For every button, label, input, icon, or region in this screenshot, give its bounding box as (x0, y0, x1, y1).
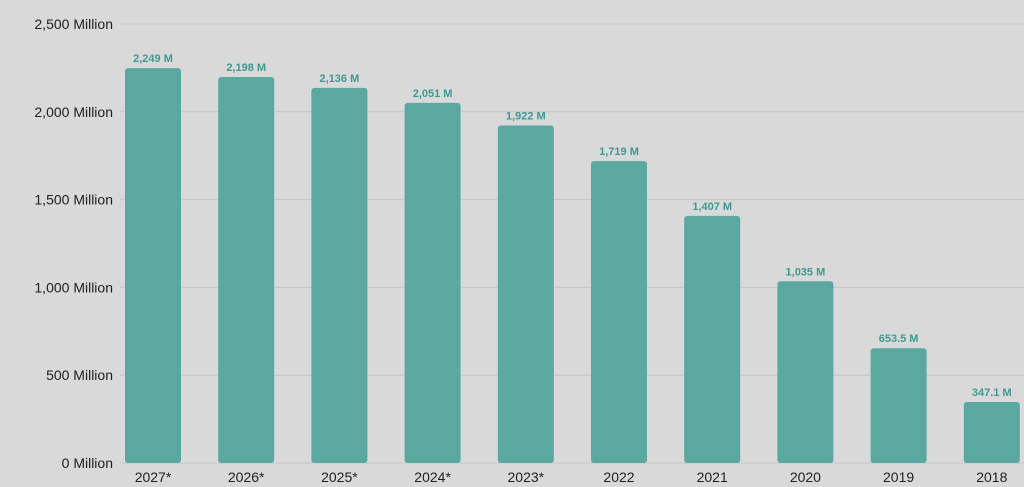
x-tick-label: 2022 (603, 469, 634, 485)
x-tick-label: 2023* (508, 469, 545, 485)
bar (125, 68, 181, 464)
x-tick-label: 2018 (976, 469, 1007, 485)
bar-value-label: 1,719 M (599, 146, 639, 158)
bar-value-label: 2,051 M (413, 88, 453, 100)
x-tick-label: 2024* (414, 469, 451, 485)
x-tick-label: 2019 (883, 469, 914, 485)
bar (404, 102, 461, 464)
value-labels: 2,249 M 2,198 M 2,136 M 2,051 M 1,922 M 1,719… (133, 53, 1012, 399)
x-tick-label: 2026* (228, 469, 265, 485)
x-tick-label: 2020 (790, 469, 821, 485)
bar (497, 125, 554, 464)
y-tick-label: 1,500 Million (34, 192, 113, 208)
bar-value-label: 2,198 M (226, 62, 266, 74)
bar (218, 77, 275, 464)
bar (777, 281, 834, 463)
x-tick-label: 2025* (321, 469, 358, 485)
x-tick-label: 2021 (697, 469, 728, 485)
bar-value-label: 653.5 M (879, 333, 919, 345)
y-tick-label: 500 Million (46, 367, 113, 383)
x-axis: 2027* 2026* 2025* 2024* 2023* 2022 2021 2020 201… (135, 469, 1008, 485)
bar-value-label: 2,136 M (320, 73, 360, 85)
x-tick-label: 2027* (135, 469, 172, 485)
bars (125, 68, 1020, 464)
y-axis: 0 Million 500 Million 1,000 Million 1,500 M… (34, 16, 113, 471)
y-tick-label: 1,000 Million (34, 279, 113, 295)
bar (870, 348, 927, 463)
bar (591, 161, 647, 463)
bar (311, 87, 368, 464)
bar-value-label: 1,407 M (692, 201, 732, 213)
y-tick-label: 0 Million (62, 455, 113, 471)
bar (684, 215, 741, 463)
bar-value-label: 347.1 M (972, 387, 1012, 399)
y-tick-label: 2,500 Million (34, 16, 113, 32)
bar-value-label: 1,035 M (786, 266, 826, 278)
bar (963, 402, 1020, 463)
y-tick-label: 2,000 Million (34, 104, 113, 120)
bar-value-label: 1,922 M (506, 110, 546, 122)
bar-value-label: 2,249 M (133, 53, 173, 65)
